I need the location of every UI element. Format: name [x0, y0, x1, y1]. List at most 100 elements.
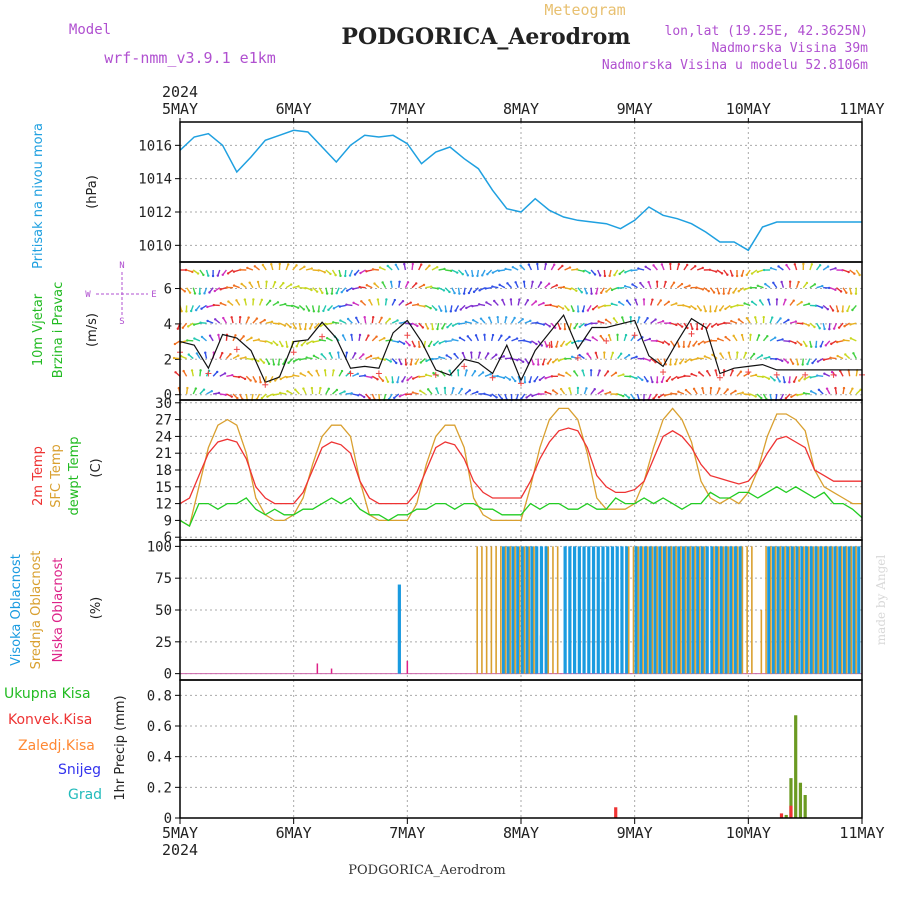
cloud-bar: [746, 546, 748, 673]
wind-arrow-head: [694, 265, 696, 267]
wind-arrow-head: [487, 352, 489, 354]
precip-bar: [794, 715, 797, 818]
wind-arrow-head: [359, 334, 361, 336]
top-date-label: 5MAY: [162, 100, 198, 118]
wind-arrow-head: [587, 309, 589, 311]
wind-arrow-head: [588, 272, 590, 274]
wind-arrow-head: [495, 354, 497, 356]
wind-arrow-head: [675, 324, 677, 326]
wind-arrow-head: [781, 338, 783, 340]
wind-arrow-head: [314, 326, 316, 328]
wind-arrow-head: [681, 283, 683, 285]
wind-arrow-head: [410, 363, 412, 365]
wind-arrow-head: [452, 324, 454, 326]
wind-arrow-head: [579, 326, 581, 328]
wind-arrow-head: [832, 309, 834, 311]
wind-arrow-head: [281, 345, 283, 347]
wind-arrow-head: [476, 275, 478, 277]
wind-arrow-head: [395, 362, 397, 364]
cloud-bar: [521, 546, 524, 673]
wind-arrow-head: [818, 389, 820, 391]
cloud-bar: [647, 546, 649, 673]
cloud-bar: [767, 546, 770, 673]
wind-arrow-head: [336, 292, 338, 294]
wind-arrow-head: [259, 381, 261, 383]
wind-arrow-head: [550, 346, 552, 348]
wind-arrow-head: [783, 381, 785, 383]
wind-arrow-head: [239, 316, 241, 318]
wind-arrow-head: [423, 284, 425, 286]
wind-arrow-head: [311, 387, 313, 389]
wind-arrow-head: [706, 370, 708, 372]
wind-arrow-head: [817, 360, 819, 362]
wind-arrow-head: [823, 359, 825, 361]
wind-arrow-head: [320, 353, 322, 355]
wind-arrow-head: [598, 306, 600, 308]
wind-label-1: 10m Vjetar: [31, 293, 46, 366]
wind-arrow-head: [362, 353, 364, 355]
wind-arrow-head: [785, 397, 787, 399]
wind-arrow-head: [214, 318, 216, 320]
wind-arrow-head: [770, 267, 772, 269]
wind-arrow-head: [805, 345, 807, 347]
wind-arrow-head: [444, 387, 446, 389]
wind-arrow-head: [416, 325, 418, 327]
wind-arrow-head: [834, 289, 836, 291]
wind-arrow-head: [454, 310, 456, 312]
wind-arrow-head: [821, 285, 823, 287]
wind-arrow-head: [317, 310, 319, 312]
wind-arrow-head: [252, 298, 254, 300]
wind-arrow-head: [797, 281, 799, 283]
wind-arrow-head: [853, 273, 855, 275]
wind-arrow-head: [297, 307, 299, 309]
wind-arrow-head: [342, 334, 344, 336]
cloud-bar: [710, 546, 713, 673]
wind-arrow-head: [339, 319, 341, 321]
wind-arrow-head: [708, 290, 710, 292]
wind-arrow-head: [508, 336, 510, 338]
cloud-bar: [699, 546, 701, 673]
wind-arrow-head: [503, 355, 505, 357]
wind-arrow-head: [823, 328, 825, 330]
temp-tick-label: 12: [155, 497, 172, 513]
wind-arrow-head: [354, 352, 356, 354]
wind-arrow-head: [537, 393, 539, 395]
wind-arrow-head: [666, 380, 668, 382]
precip-bar: [789, 806, 792, 818]
wind-arrow-head: [843, 325, 845, 327]
wind-arrow-head: [608, 334, 610, 336]
wind-arrow-head: [436, 266, 438, 268]
wind-arrow-head: [524, 381, 526, 383]
wind-arrow-head: [188, 353, 190, 355]
wind-arrow-head: [206, 306, 208, 308]
wind-arrow-head: [368, 299, 370, 301]
wind-arrow-head: [199, 369, 201, 371]
wind-arrow-head: [718, 292, 720, 294]
wind-arrow-head: [802, 263, 804, 265]
wind-arrow-head: [724, 336, 726, 338]
wind-arrow-head: [399, 395, 401, 397]
wind-arrow-head: [612, 352, 614, 354]
wind-arrow-head: [462, 273, 464, 275]
cloud-bar: [649, 546, 652, 673]
wind-arrow-head: [315, 370, 317, 372]
wind-arrow-head: [723, 293, 725, 295]
wind-arrow-head: [558, 373, 560, 375]
wind-arrow-head: [286, 390, 288, 392]
wind-arrow-head: [207, 275, 209, 277]
top-date-label: 8MAY: [503, 100, 539, 118]
wind-arrow-head: [385, 298, 387, 300]
wind-arrow-head: [743, 302, 745, 304]
wind-arrow-head: [230, 316, 232, 318]
wind-arrow-head: [270, 263, 272, 265]
cloud-bar: [718, 546, 720, 673]
compass-south: S: [119, 317, 124, 327]
cloud-bar: [568, 546, 571, 673]
wind-arrow-head: [462, 352, 464, 354]
wind-arrow-head: [261, 397, 263, 399]
wind-arrow-head: [529, 381, 531, 383]
wind-arrow-head: [811, 362, 813, 364]
wind-arrow-head: [345, 303, 347, 305]
wind-arrow-head: [730, 306, 732, 308]
wind-arrow-head: [370, 355, 372, 357]
